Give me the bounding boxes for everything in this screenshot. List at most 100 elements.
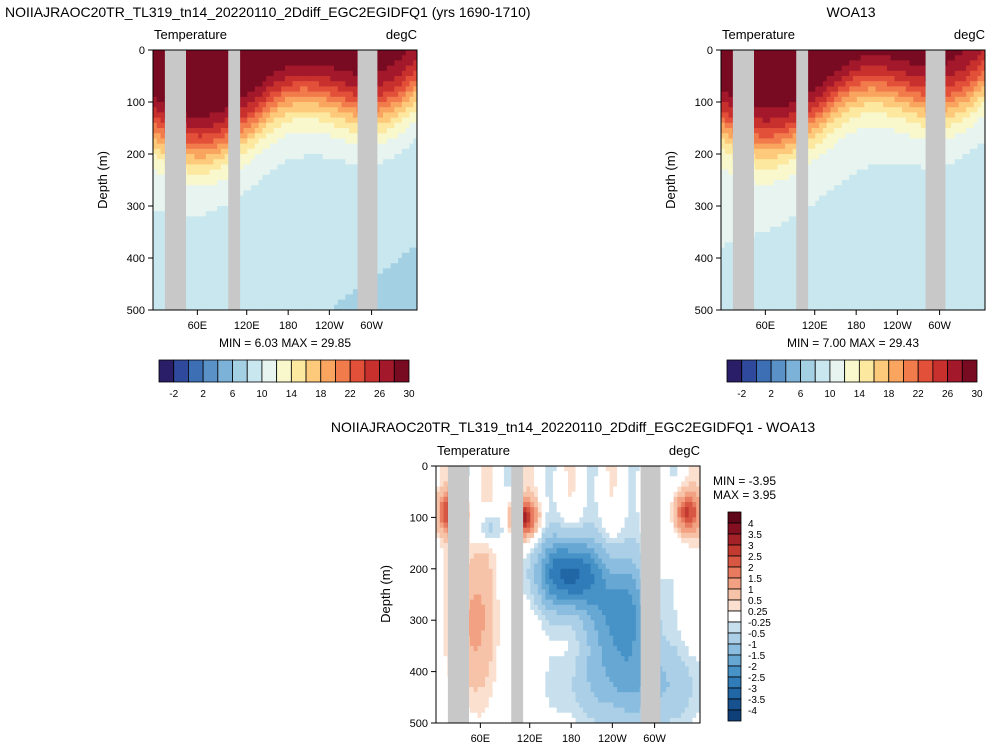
field-cell (258, 164, 263, 171)
field-cell (209, 273, 214, 280)
field-cell (186, 237, 192, 243)
land-mask (357, 50, 378, 310)
field-cell (285, 304, 290, 310)
field-cell (220, 164, 226, 171)
field-cell (322, 174, 328, 181)
field-cell (330, 211, 335, 217)
field-cell (401, 252, 407, 259)
field-cell (190, 107, 196, 113)
field-cell (345, 117, 350, 124)
field-cell (724, 268, 730, 275)
field-cell (315, 273, 320, 280)
field-cell (781, 263, 786, 269)
field-cell (217, 76, 222, 82)
field-cell (337, 278, 343, 285)
field-cell (375, 76, 380, 82)
field-cell (341, 81, 346, 87)
field-cell (217, 221, 222, 228)
field-cell (398, 190, 403, 197)
field-cell (281, 200, 286, 207)
field-cell (269, 76, 275, 82)
field-cell (277, 221, 282, 228)
field-cell (352, 273, 358, 280)
field-cell (728, 76, 733, 82)
field-cell (330, 185, 335, 191)
field-cell (296, 252, 301, 259)
field-cell (262, 164, 267, 171)
field-cell (315, 200, 320, 207)
field-cell (247, 96, 252, 103)
field-cell (792, 128, 798, 134)
field-cell (409, 96, 414, 103)
field-cell (386, 299, 392, 306)
field-cell (770, 169, 775, 176)
field-cell (762, 154, 767, 160)
field-cell (770, 299, 775, 306)
field-cell (277, 154, 282, 160)
field-cell (209, 195, 214, 202)
field-cell (300, 159, 305, 165)
field-cell (394, 112, 399, 119)
field-cell (247, 211, 252, 217)
field-cell (758, 289, 764, 295)
field-cell (269, 60, 275, 67)
field-cell (307, 96, 312, 103)
field-cell (258, 143, 263, 150)
field-cell (292, 206, 297, 212)
field-cell (198, 154, 203, 160)
field-cell (758, 169, 764, 176)
field-cell (758, 81, 764, 87)
field-cell (190, 143, 196, 150)
field-cell (770, 102, 775, 108)
field-cell (202, 102, 207, 108)
colorbar-label: 6 (230, 389, 236, 400)
field-cell (262, 96, 267, 103)
field-cell (205, 237, 211, 243)
field-cell (153, 278, 158, 285)
field-cell (198, 65, 203, 72)
field-cell (807, 148, 813, 155)
field-cell (209, 50, 214, 56)
field-cell (766, 102, 771, 108)
field-cell (300, 50, 305, 56)
field-cell (401, 216, 407, 223)
field-cell (156, 65, 162, 72)
field-cell (243, 195, 248, 202)
field-cell (330, 216, 335, 223)
field-cell (194, 304, 199, 310)
field-cell (213, 299, 218, 306)
field-cell (254, 247, 260, 254)
field-cell (762, 299, 767, 306)
obs-panel: WOA13 Temperature degC Depth (m) 0100200… (663, 4, 986, 400)
colorbar-box (246, 359, 263, 383)
field-cell (409, 76, 414, 82)
field-cell (728, 128, 733, 134)
field-cell (190, 154, 196, 160)
field-cell (724, 128, 730, 134)
field-cell (198, 211, 203, 217)
field-cell (341, 226, 346, 233)
field-cell (788, 268, 794, 275)
field-cell (721, 55, 726, 61)
land-mask (164, 50, 186, 310)
field-cell (724, 247, 730, 254)
field-cell (209, 299, 214, 306)
field-cell (326, 289, 331, 295)
field-cell (792, 232, 798, 238)
field-cell (160, 289, 165, 295)
field-cell (758, 211, 764, 217)
field-cell (156, 299, 162, 306)
field-cell (318, 60, 324, 67)
field-cell (398, 226, 403, 233)
field-cell (754, 226, 760, 233)
field-cell (785, 76, 790, 82)
field-cell (349, 278, 354, 285)
field-cell (375, 65, 380, 72)
field-cell (213, 268, 218, 275)
field-cell (379, 65, 384, 72)
field-cell (186, 252, 192, 259)
field-cell (269, 55, 275, 61)
field-cell (386, 278, 392, 285)
field-cell (202, 278, 207, 285)
field-cell (202, 180, 207, 186)
